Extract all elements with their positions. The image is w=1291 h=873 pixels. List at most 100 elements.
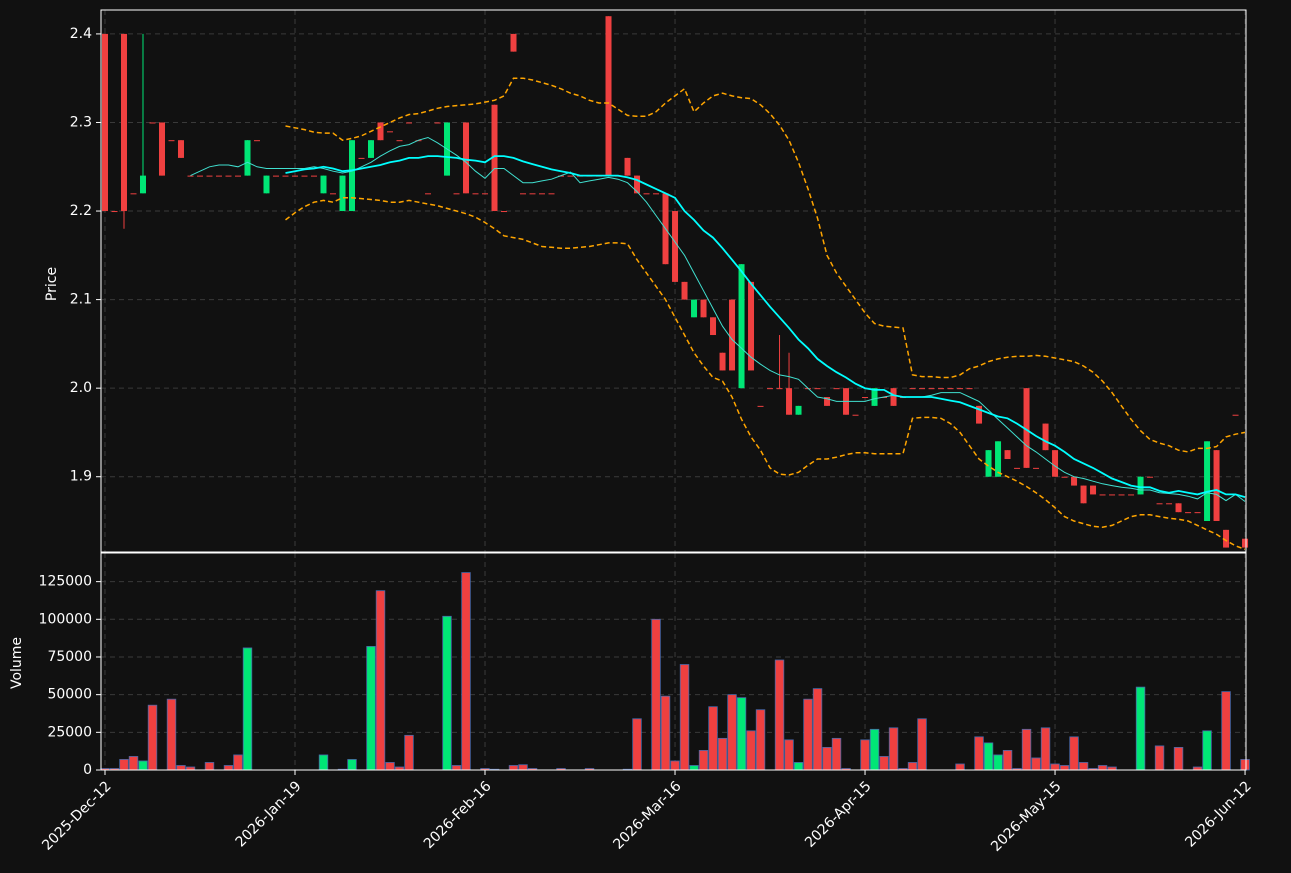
candle-body <box>1232 414 1239 416</box>
volume-bar <box>1050 763 1060 771</box>
candle-body <box>1090 485 1097 495</box>
candle-body <box>871 388 878 406</box>
candle-body <box>1204 441 1211 522</box>
overlay-line <box>285 77 1246 453</box>
volume-bar <box>366 646 376 771</box>
candle-body <box>548 193 555 195</box>
volume-bar <box>1202 730 1212 771</box>
candle-body <box>234 175 241 177</box>
candle-body <box>776 388 783 390</box>
volume-bar <box>375 590 386 771</box>
candle-body <box>1099 494 1106 496</box>
volume-bar <box>223 765 234 771</box>
candle-body <box>225 175 232 177</box>
candle-body <box>919 388 926 390</box>
y-tick-label: 2.2 <box>70 203 92 219</box>
overlay-line <box>190 136 1246 502</box>
candle-body <box>1118 494 1125 496</box>
volume-bar <box>793 762 804 771</box>
y-axis-label: Volume <box>9 637 25 689</box>
volume-bar <box>138 760 148 771</box>
candle-body <box>434 122 441 124</box>
candle-body <box>757 405 764 407</box>
volume-bar <box>974 736 984 771</box>
y-tick-label: 50000 <box>47 687 92 703</box>
candle-body <box>1223 529 1230 548</box>
volume-bar <box>955 763 965 771</box>
candle-body <box>1185 512 1192 514</box>
volume-bar <box>879 756 889 771</box>
candle-body <box>482 193 489 195</box>
volume-bar <box>233 754 243 771</box>
candle-body <box>358 157 365 159</box>
volume-bar <box>746 730 756 771</box>
candle-body <box>767 388 774 390</box>
candle-body <box>738 264 745 389</box>
y-tick-label: 125000 <box>39 574 92 590</box>
candle-body <box>539 193 546 195</box>
volume-bar <box>461 572 471 771</box>
candle-body <box>406 122 413 124</box>
volume-bar <box>1002 750 1013 771</box>
candle-body <box>710 317 717 336</box>
candle-body <box>862 397 869 399</box>
volume-bar <box>708 706 718 771</box>
volume-bar <box>888 727 899 771</box>
volume-bar <box>442 615 452 771</box>
volume-bar <box>651 618 661 771</box>
volume-bar <box>993 754 1003 771</box>
volume-bar <box>508 765 519 771</box>
volume-bar <box>518 764 528 771</box>
candle-body <box>1194 512 1201 514</box>
volume-bar <box>907 762 918 771</box>
candle-body <box>966 388 973 390</box>
candle-body <box>339 175 346 212</box>
candle-body <box>938 388 945 390</box>
volume-bar <box>347 759 357 771</box>
candle-body <box>1166 503 1173 505</box>
volume-bar <box>404 734 414 771</box>
candle-body <box>453 193 460 195</box>
volume-bar <box>1240 759 1250 771</box>
volume-bar <box>698 750 709 771</box>
volume-bar <box>736 697 747 771</box>
y-tick-label: 2.0 <box>70 380 92 396</box>
candle-body <box>425 193 432 195</box>
candle-body <box>995 441 1002 477</box>
candle-body <box>852 414 859 416</box>
candle-body <box>206 175 213 177</box>
volume-bar <box>451 765 462 771</box>
candle-body <box>292 175 299 177</box>
candle-body <box>814 388 821 390</box>
candle-body <box>1014 467 1021 469</box>
candle-body <box>387 131 394 133</box>
candle-body <box>957 388 964 390</box>
volume-bar <box>1078 762 1089 771</box>
volume-bar <box>1021 728 1032 771</box>
candle-body <box>177 140 184 158</box>
volume-bar <box>670 760 680 771</box>
overlay-line <box>285 155 1246 498</box>
candle-body <box>824 397 831 406</box>
y-tick-label: 2.3 <box>70 114 92 130</box>
candle-body <box>890 388 897 406</box>
candle-body <box>748 281 755 371</box>
candle-body <box>719 352 726 371</box>
volume-bar <box>1040 727 1051 771</box>
volume-bar <box>822 746 832 771</box>
y-tick-label: 75000 <box>47 649 92 665</box>
volume-bar <box>1069 736 1079 771</box>
volume-bar <box>660 695 671 771</box>
candle-body <box>700 299 707 318</box>
candle-body <box>795 405 802 415</box>
y-tick-label: 2.4 <box>70 26 92 42</box>
candle-body <box>377 122 384 141</box>
volume-bar <box>128 756 139 771</box>
volume-bar <box>204 762 215 771</box>
candle-body <box>909 388 916 390</box>
volume-bar <box>1135 686 1146 771</box>
candle-body <box>272 175 279 177</box>
volume-bar <box>755 709 766 771</box>
